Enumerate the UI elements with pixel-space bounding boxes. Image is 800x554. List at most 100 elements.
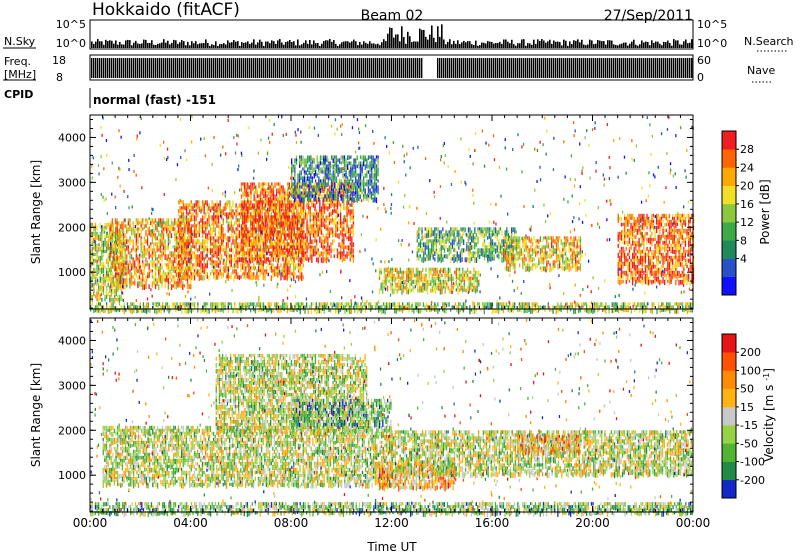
echo-cell: [235, 272, 237, 276]
echo-cell: [109, 246, 111, 251]
nsky-bar: [313, 40, 315, 48]
nave-bar: [613, 58, 615, 78]
nave-bar: [395, 58, 397, 78]
echo-cell: [185, 272, 188, 277]
echo-cell: [129, 284, 131, 289]
echo-cell: [117, 279, 119, 284]
echo-cell: [263, 194, 265, 199]
echo-cell: [127, 218, 129, 222]
nave-bar: [403, 58, 405, 78]
nave-bar: [469, 58, 471, 78]
echo-cell: [253, 212, 255, 216]
echo-cell: [192, 272, 194, 279]
echo-cell: [190, 206, 192, 212]
nsky-bar: [619, 44, 621, 48]
echo-cell: [307, 158, 309, 164]
nsky-bar: [527, 43, 529, 48]
echo-cell: [297, 176, 299, 180]
nave-bar: [577, 58, 579, 78]
nsky-bar: [239, 45, 241, 48]
echo-cell: [251, 182, 254, 186]
echo-cell: [372, 158, 374, 162]
echo-cell: [174, 221, 176, 226]
echo-cell: [146, 272, 149, 278]
echo-cell: [299, 272, 301, 276]
echo-cell: [300, 227, 302, 232]
echo-cell: [337, 158, 339, 163]
echo-cell: [332, 194, 334, 201]
echo-cell: [201, 269, 204, 273]
echo-cell: [110, 246, 113, 251]
echo-cell: [222, 218, 224, 223]
echo-cell: [211, 200, 213, 204]
echo-cell: [180, 224, 182, 229]
echo-cell: [300, 176, 302, 181]
echo-cell: [258, 254, 260, 261]
echo-cell: [166, 227, 168, 233]
echo-cell: [109, 255, 111, 262]
echo-cell: [153, 242, 155, 249]
echo-cell: [120, 273, 122, 279]
echo-cell: [358, 185, 360, 189]
nsky-bar: [621, 43, 623, 48]
echo-cell: [98, 297, 100, 304]
echo-cell: [466, 267, 469, 273]
echo-cell: [172, 245, 174, 249]
echo-cell: [203, 266, 205, 272]
echo-cell: [349, 236, 351, 242]
echo-cell: [336, 227, 339, 232]
echo-cell: [115, 258, 117, 263]
echo-cell: [320, 221, 323, 228]
echo-cell: [193, 263, 196, 267]
echo-cell: [124, 278, 126, 282]
echo-cell: [93, 225, 95, 232]
echo-cell: [282, 188, 284, 194]
echo-cell: [189, 227, 191, 231]
echo-cell: [114, 224, 117, 231]
echo-cell: [190, 233, 192, 238]
echo-cell: [409, 276, 411, 282]
echo-cell: [205, 263, 207, 268]
echo-cell: [324, 194, 326, 198]
echo-cell: [367, 179, 370, 185]
nave-bar: [545, 58, 547, 78]
echo-cell: [116, 227, 118, 232]
echo-cell: [124, 254, 126, 258]
echo-cell: [185, 239, 188, 244]
echo-cell: [346, 230, 348, 235]
echo-cell: [243, 212, 246, 218]
echo-cell: [273, 254, 276, 258]
nsky-bar: [663, 41, 665, 48]
nave-bar: [489, 58, 491, 78]
echo-cell: [245, 260, 247, 265]
nave-bar: [487, 58, 489, 78]
echo-cell: [292, 194, 294, 199]
echo-cell: [159, 233, 161, 239]
nsky-bar: [615, 44, 617, 48]
nsky-bar: [163, 39, 165, 48]
echo-cell: [327, 182, 330, 187]
echo-cell: [114, 278, 117, 283]
nsky-bar: [199, 43, 201, 48]
echo-cell: [290, 233, 292, 237]
echo-cell: [367, 170, 370, 174]
echo-cell: [164, 248, 166, 253]
echo-cell: [248, 203, 250, 208]
echo-cell: [270, 269, 272, 273]
echo-cell: [232, 200, 234, 206]
echo-cell: [296, 212, 298, 216]
echo-cell: [138, 257, 141, 262]
echo-cell: [198, 224, 200, 231]
nave-bar: [553, 58, 555, 78]
echo-cell: [415, 279, 417, 286]
echo-cell: [118, 297, 121, 303]
echo-cell: [245, 188, 247, 194]
echo-cell: [184, 239, 186, 245]
echo-cell: [371, 158, 373, 162]
echo-cell: [225, 254, 228, 259]
echo-cell: [424, 227, 426, 231]
echo-cell: [243, 251, 245, 257]
nave-bar: [311, 58, 313, 78]
echo-cell: [237, 251, 239, 256]
echo-cell: [195, 209, 197, 215]
